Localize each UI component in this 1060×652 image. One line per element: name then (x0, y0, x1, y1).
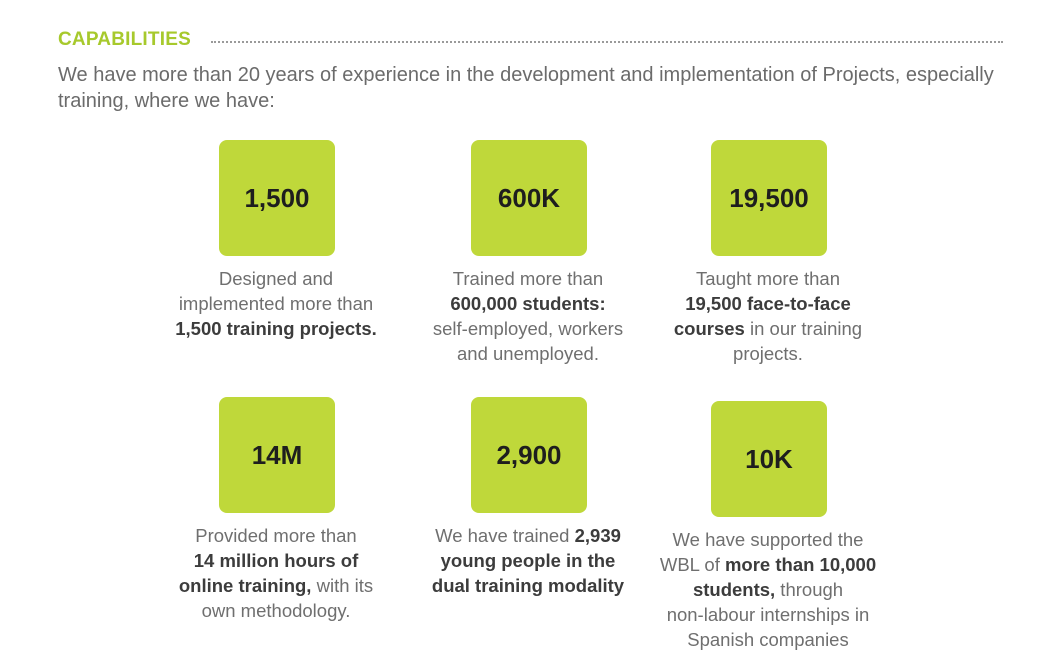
stat-description-14m: Provided more than 14 million hours of onl… (146, 523, 406, 623)
bold-text: 1,500 training projects. (175, 318, 377, 339)
stat-value: 19,500 (729, 182, 809, 213)
text: in our training (744, 318, 863, 339)
stat-value: 10K (745, 443, 793, 474)
stat-value: 1,500 (244, 182, 310, 213)
stat-description-10k: We have supported the WBL of more than 10… (638, 527, 898, 652)
text: Spanish companies (687, 629, 849, 650)
description-line: projects. (638, 341, 898, 366)
bold-text: online training, (178, 575, 312, 596)
stat-value: 600K (497, 182, 561, 213)
description-line: young people in the (398, 548, 658, 573)
stat-value: 14M (251, 439, 303, 470)
bold-text: 2,939 (574, 525, 621, 546)
bold-text: 19,500 face-to-face (685, 293, 851, 314)
stat-tile-600k: 600K (471, 140, 587, 256)
bold-text: 600,000 students: (450, 293, 606, 314)
stat-description-19500: Taught more than 19,500 face-to-face cours… (638, 266, 898, 366)
stat-description-1500: Designed and implemented more than 1,500 t… (146, 266, 406, 341)
description-line: Trained more than (398, 266, 658, 291)
bold-text: young people in the (440, 550, 616, 571)
bold-text: more than 10,000 (724, 554, 877, 575)
text: WBL of (659, 554, 725, 575)
bold-text: courses (673, 318, 745, 339)
stat-tile-2900: 2,900 (471, 397, 587, 513)
stat-tile-10k: 10K (711, 401, 827, 517)
text: We have supported the (672, 529, 864, 550)
dotted-divider (210, 41, 1003, 43)
text: Taught more than (696, 268, 840, 289)
text: non-labour internships in (666, 604, 870, 625)
description-line: 600,000 students: (398, 291, 658, 316)
section-title: CAPABILITIES (58, 29, 191, 50)
description-line: non-labour internships in (638, 602, 898, 627)
description-line: online training, with its (146, 573, 406, 598)
section-header: CAPABILITIES (58, 28, 1003, 52)
text: Provided more than (195, 525, 357, 546)
description-line: own methodology. (146, 598, 406, 623)
description-line: 14 million hours of (146, 548, 406, 573)
text: implemented more than (178, 293, 374, 314)
text: projects. (733, 343, 803, 364)
bold-text: students, (692, 579, 776, 600)
intro-paragraph: We have more than 20 years of experience… (58, 64, 994, 112)
text: Designed and (218, 268, 334, 289)
description-line: We have trained 2,939 (398, 523, 658, 548)
text: and unemployed. (457, 343, 599, 364)
description-line: We have supported the (638, 527, 898, 552)
stat-tile-19500: 19,500 (711, 140, 827, 256)
description-line: students, through (638, 577, 898, 602)
description-line: dual training modality (398, 573, 658, 598)
description-line: courses in our training (638, 316, 898, 341)
text: with its (311, 575, 374, 596)
description-line: WBL of more than 10,000 (638, 552, 898, 577)
stat-value: 2,900 (496, 439, 562, 470)
description-line: Provided more than (146, 523, 406, 548)
description-line: and unemployed. (398, 341, 658, 366)
bold-text: dual training modality (431, 575, 625, 596)
stat-tile-1500: 1,500 (219, 140, 335, 256)
description-line: Taught more than (638, 266, 898, 291)
description-line: 19,500 face-to-face (638, 291, 898, 316)
description-line: Designed and (146, 266, 406, 291)
bold-text: 14 million hours of (193, 550, 359, 571)
stat-description-2900: We have trained 2,939 young people in the… (398, 523, 658, 598)
text: through (775, 579, 844, 600)
text: self-employed, workers (432, 318, 624, 339)
stat-description-600k: Trained more than 600,000 students: self-e… (398, 266, 658, 366)
description-line: Spanish companies (638, 627, 898, 652)
description-line: 1,500 training projects. (146, 316, 406, 341)
description-line: self-employed, workers (398, 316, 658, 341)
description-line: implemented more than (146, 291, 406, 316)
stat-tile-14m: 14M (219, 397, 335, 513)
text: We have trained (435, 525, 575, 546)
text: Trained more than (452, 268, 604, 289)
text: own methodology. (201, 600, 351, 621)
